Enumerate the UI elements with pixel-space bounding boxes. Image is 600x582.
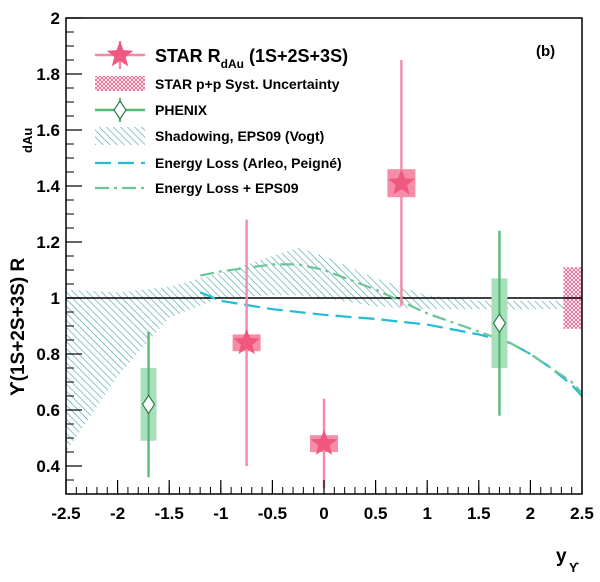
star-point (387, 60, 416, 307)
x-axis-title: y ϒ (556, 546, 579, 575)
legend-phenix-label: PHENIX (155, 102, 208, 118)
y-tick-label: 1 (51, 289, 60, 308)
legend-entry-phenix: PHENIX (95, 98, 208, 122)
x-tick-label: 2 (526, 504, 535, 523)
x-tick-label: -1 (213, 504, 228, 523)
phenix-point (140, 331, 157, 478)
y-tick-label: 1.8 (36, 65, 60, 84)
phenix-point (491, 230, 508, 416)
x-tick-label: 2.5 (570, 504, 594, 523)
x-tick-label: -0.5 (258, 504, 287, 523)
phenix-marker (141, 394, 156, 415)
y-tick-label: 1.6 (36, 121, 60, 140)
y-axis-title-main: ϒ(1S+2S+3S) R (8, 258, 29, 396)
x-axis-title-sub: ϒ (569, 560, 579, 575)
legend-entry-shadowing: Shadowing, EPS09 (Vogt) (95, 127, 324, 145)
star-point (310, 398, 338, 489)
y-axis-title: ϒ(1S+2S+3S) R dAu (8, 128, 35, 396)
y-tick-label: 0.4 (36, 457, 60, 476)
energy-loss-curve (199, 291, 582, 397)
legend-star-marker (106, 41, 134, 67)
legend-energy-loss-eps09-label: Energy Loss + EPS09 (155, 180, 299, 196)
y-axis-title-sub: dAu (20, 128, 35, 153)
x-tick-label: 0.5 (364, 504, 388, 523)
y-tick-label: 1.2 (36, 233, 60, 252)
x-tick-label: 0 (319, 504, 328, 523)
star-marker (310, 429, 338, 455)
legend-energy-loss-label: Energy Loss (Arleo, Peigné) (155, 155, 342, 171)
x-tick-label: 1.5 (467, 504, 491, 523)
legend-pp-swatch (95, 76, 145, 91)
legend-star-label: STAR RdAu (1S+2S+3S) (155, 46, 348, 71)
legend-entry-energy-loss-eps09: Energy Loss + EPS09 (95, 180, 299, 196)
y-tick-label: 0.6 (36, 401, 60, 420)
legend-entry-star: STAR RdAu (1S+2S+3S) (95, 41, 348, 71)
x-tick-label: -2 (110, 504, 125, 523)
legend-shadowing-label: Shadowing, EPS09 (Vogt) (155, 128, 324, 144)
y-tick-label: 2 (51, 9, 60, 28)
energy-loss-eps09-curve (199, 263, 582, 394)
plot-area (66, 60, 582, 489)
legend-phenix-marker (113, 99, 127, 121)
legend-pp-label: STAR p+p Syst. Uncertainty (155, 76, 340, 92)
star-marker (233, 328, 260, 355)
panel-label: (b) (536, 43, 555, 60)
legend-star-sub: dAu (221, 57, 244, 71)
x-tick-label: -1.5 (155, 504, 184, 523)
legend-entry-energy-loss: Energy Loss (Arleo, Peigné) (95, 155, 342, 171)
x-tick-label: -2.5 (51, 504, 80, 523)
x-tick-label: 1 (422, 504, 431, 523)
legend-star-name: STAR R (155, 46, 221, 66)
legend-shadowing-swatch (95, 127, 145, 145)
phenix-marker (492, 313, 507, 334)
legend-star-suffix: (1S+2S+3S) (244, 46, 348, 66)
y-tick-label: 1.4 (36, 177, 60, 196)
star-marker (388, 169, 415, 195)
axis-ticks: -2.5 -2 -1.5 -1 -0.5 0 0.5 1 1.5 2 2.5 0.4 0.6 0.8 1 1.… (36, 9, 593, 523)
legend-entry-pp-syst: STAR p+p Syst. Uncertainty (95, 76, 340, 92)
x-axis-title-main: y (556, 546, 567, 567)
star-point (232, 219, 261, 466)
legend: STAR RdAu (1S+2S+3S) STAR p+p Syst. Uncer… (95, 41, 348, 196)
y-tick-label: 0.8 (36, 345, 60, 364)
